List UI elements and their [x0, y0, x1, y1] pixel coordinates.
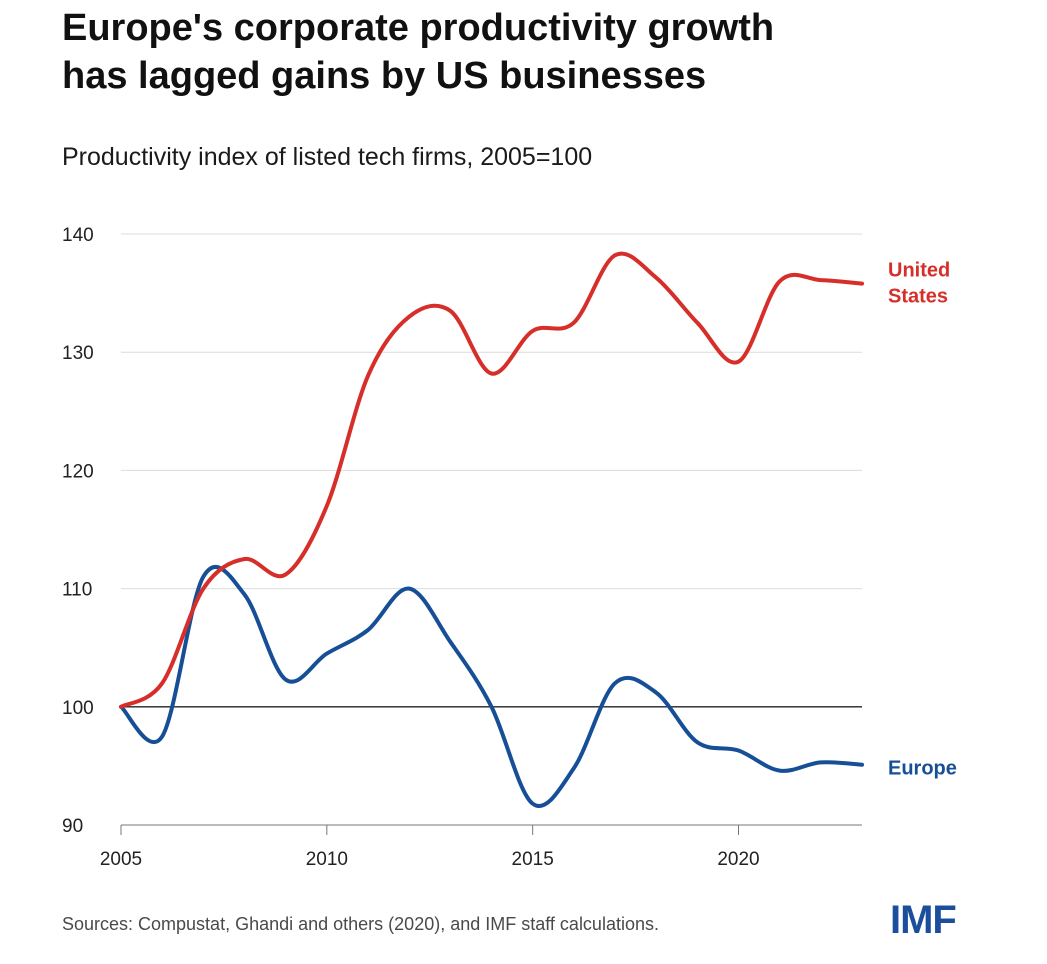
data-point-europe-2016 — [572, 766, 576, 770]
chart-title-line-2: has lagged gains by US businesses — [62, 55, 707, 97]
data-point-united-states-2020 — [737, 360, 741, 364]
data-point-europe-2018 — [654, 691, 658, 695]
data-point-europe-2022 — [819, 760, 823, 764]
data-point-united-states-2009 — [284, 572, 288, 576]
y-tick-label-140: 140 — [62, 225, 94, 246]
data-point-united-states-2012 — [407, 315, 411, 319]
chart-title: Europe's corporate productivity growth h… — [62, 4, 1022, 100]
series-label-united-states-line-1: United — [888, 260, 950, 282]
x-tick-label-2010: 2010 — [306, 849, 348, 870]
data-point-europe-2019 — [695, 740, 699, 744]
data-point-united-states-2013 — [448, 309, 452, 313]
data-point-united-states-2018 — [654, 276, 658, 280]
y-tick-label-110: 110 — [62, 580, 92, 601]
line-chart: 90 100 110 120 130 140 2005 2010 2015 2020 United S… — [62, 225, 957, 870]
series-line-europe — [119, 565, 864, 808]
data-point-united-states-2019 — [695, 321, 699, 325]
data-point-united-states-2008 — [243, 557, 247, 561]
x-tick-label-2015: 2015 — [512, 849, 554, 870]
data-point-europe-2011 — [366, 628, 370, 632]
y-tick-label-100: 100 — [62, 698, 94, 719]
series-line-united-states — [119, 251, 864, 709]
data-point-europe-2020 — [737, 749, 741, 753]
chart-title-line-1: Europe's corporate productivity growth — [62, 7, 775, 49]
data-point-europe-2013 — [448, 640, 452, 644]
data-point-united-states-2005 — [119, 705, 123, 709]
data-point-europe-2007 — [201, 575, 205, 579]
data-point-europe-2009 — [284, 678, 288, 682]
data-point-europe-2015 — [531, 802, 535, 806]
series-label-europe: Europe — [888, 758, 957, 780]
data-point-united-states-2016 — [572, 321, 576, 325]
data-point-europe-2012 — [407, 587, 411, 591]
imf-logo: IMF — [890, 898, 957, 942]
data-point-united-states-2014 — [490, 371, 494, 375]
data-point-united-states-2011 — [366, 374, 370, 378]
data-point-united-states-2021 — [778, 279, 782, 283]
x-tick-label-2020: 2020 — [717, 849, 759, 870]
data-point-united-states-2017 — [613, 253, 617, 257]
data-point-united-states-2006 — [160, 681, 164, 685]
series-label-united-states-line-2: States — [888, 286, 948, 308]
data-point-europe-2021 — [778, 769, 782, 773]
data-point-europe-2010 — [325, 652, 329, 656]
data-point-united-states-2023 — [860, 282, 864, 286]
data-point-united-states-2015 — [531, 329, 535, 333]
y-tick-label-130: 130 — [62, 343, 94, 364]
y-tick-label-120: 120 — [62, 461, 94, 482]
data-point-europe-2023 — [860, 763, 864, 767]
data-point-europe-2006 — [160, 734, 164, 738]
data-point-europe-2014 — [490, 705, 494, 709]
data-point-europe-2008 — [243, 593, 247, 597]
x-tick-label-2005: 2005 — [100, 849, 142, 870]
data-point-united-states-2007 — [201, 587, 205, 591]
y-tick-label-90: 90 — [62, 816, 83, 837]
source-note: Sources: Compustat, Ghandi and others (2… — [62, 914, 659, 934]
chart-subtitle: Productivity index of listed tech firms,… — [62, 143, 593, 171]
data-point-united-states-2022 — [819, 278, 823, 282]
data-point-europe-2017 — [613, 681, 617, 685]
data-point-united-states-2010 — [325, 504, 329, 508]
